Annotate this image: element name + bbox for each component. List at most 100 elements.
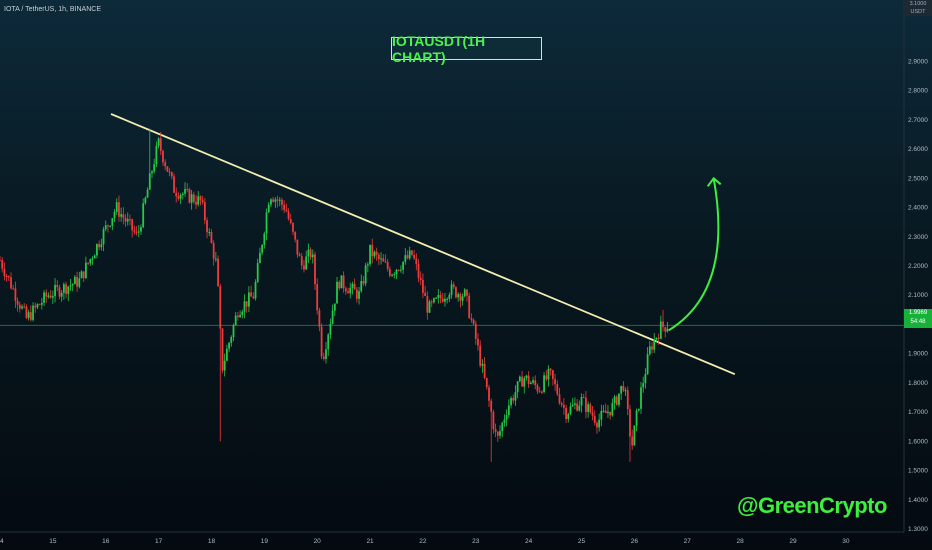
y-tick-label: 2.4000 bbox=[908, 205, 928, 212]
candle-body bbox=[285, 209, 288, 212]
candle-body bbox=[248, 292, 250, 307]
candle-body bbox=[181, 193, 184, 195]
candle-body bbox=[518, 376, 521, 382]
y-tick-label: 2.5000 bbox=[908, 175, 928, 182]
candle-body bbox=[135, 231, 138, 233]
candle-body bbox=[14, 288, 17, 301]
candle-body bbox=[485, 377, 488, 388]
candle-body bbox=[501, 422, 504, 432]
candle-body bbox=[69, 285, 72, 287]
candle-body bbox=[505, 415, 508, 420]
candle-body bbox=[239, 315, 241, 318]
candle-body bbox=[373, 251, 376, 257]
candle-body bbox=[461, 296, 464, 301]
candle-body bbox=[615, 396, 618, 405]
candle-body bbox=[300, 256, 303, 266]
candle-body bbox=[556, 384, 559, 395]
candle-body bbox=[569, 406, 572, 414]
candle-body bbox=[67, 286, 70, 294]
x-tick-label: 17 bbox=[155, 538, 163, 545]
candle-body bbox=[219, 286, 222, 329]
candle-body bbox=[494, 429, 497, 432]
x-tick-label: 15 bbox=[49, 538, 57, 545]
candle-body bbox=[62, 284, 65, 293]
candle-body bbox=[133, 230, 136, 232]
candle-body bbox=[490, 400, 493, 412]
candle-body bbox=[168, 171, 171, 173]
candle-body bbox=[382, 258, 385, 262]
candle-body bbox=[272, 199, 275, 202]
candle-body bbox=[430, 301, 433, 303]
candle-body bbox=[265, 212, 268, 234]
candle-body bbox=[51, 296, 54, 298]
candle-body bbox=[261, 244, 264, 253]
candle-body bbox=[292, 222, 294, 232]
candle-body bbox=[435, 297, 438, 299]
time-axis[interactable]: 14 15 16 17 18 19 20 21 22 23 24 25 26 27 28 29 30 bbox=[0, 531, 904, 545]
candle-body bbox=[626, 390, 629, 410]
y-tick-label: 2.8000 bbox=[908, 88, 928, 95]
candle-body bbox=[29, 312, 32, 320]
candle-body bbox=[366, 264, 369, 266]
candle-body bbox=[245, 301, 248, 307]
candle-body bbox=[521, 376, 523, 387]
candle-body bbox=[137, 231, 140, 233]
candle-body bbox=[466, 289, 468, 296]
y-tick-label: 1.4000 bbox=[908, 497, 928, 504]
candle-body bbox=[342, 275, 345, 289]
candle-body bbox=[294, 231, 297, 240]
candle-body bbox=[560, 403, 563, 405]
candle-body bbox=[325, 349, 327, 359]
candle-body bbox=[18, 304, 21, 309]
candle-body bbox=[481, 363, 484, 366]
candle-body bbox=[587, 404, 590, 412]
candle-body bbox=[184, 189, 186, 194]
candle-body bbox=[551, 370, 554, 380]
candle-body bbox=[71, 284, 74, 286]
candle-body bbox=[496, 431, 499, 436]
candle-body bbox=[252, 296, 255, 299]
candle-body bbox=[536, 385, 539, 392]
candle-body bbox=[314, 254, 316, 285]
candle-body bbox=[609, 411, 612, 416]
candle-body bbox=[547, 368, 550, 380]
candle-body bbox=[377, 254, 380, 260]
y-tick-label: 2.9000 bbox=[908, 58, 928, 65]
candle-body bbox=[364, 265, 367, 284]
candle-body bbox=[589, 404, 592, 413]
candle-body bbox=[113, 211, 116, 219]
candle-body bbox=[659, 321, 662, 339]
candle-body bbox=[212, 242, 215, 259]
candle-body bbox=[622, 385, 625, 391]
candle-body bbox=[12, 288, 15, 290]
candle-body bbox=[65, 284, 67, 294]
candle-body bbox=[422, 279, 424, 293]
candle-body bbox=[23, 306, 26, 308]
candle-body bbox=[474, 323, 477, 339]
candle-timer: 54:48 bbox=[910, 319, 926, 325]
candle-body bbox=[54, 284, 56, 297]
candle-body bbox=[351, 283, 354, 288]
symbol-label: IOTA / TetherUS, 1h, BINANCE bbox=[4, 6, 101, 13]
candle-body bbox=[122, 214, 125, 218]
candle-body bbox=[549, 368, 552, 371]
candle-body bbox=[648, 346, 651, 355]
price-axis[interactable]: 2.9000 2.8000 2.7000 2.6000 2.5000 2.4000 2.30… bbox=[903, 0, 928, 533]
candle-body bbox=[164, 162, 167, 167]
candle-body bbox=[320, 326, 323, 357]
candle-body bbox=[109, 225, 112, 227]
candle-body bbox=[131, 219, 134, 231]
candle-body bbox=[289, 218, 292, 223]
candle-body bbox=[49, 295, 52, 298]
candle-body bbox=[199, 196, 202, 201]
arrow-head bbox=[706, 176, 722, 187]
current-price-value: 1.9969 bbox=[908, 310, 928, 316]
candle-body bbox=[417, 263, 420, 279]
currency-top-value: 3.1000 bbox=[909, 1, 927, 7]
candle-body bbox=[223, 360, 226, 371]
candle-body bbox=[375, 251, 378, 255]
y-tick-label: 1.6000 bbox=[908, 438, 928, 445]
candle-body bbox=[655, 337, 658, 340]
candle-body bbox=[598, 419, 601, 428]
